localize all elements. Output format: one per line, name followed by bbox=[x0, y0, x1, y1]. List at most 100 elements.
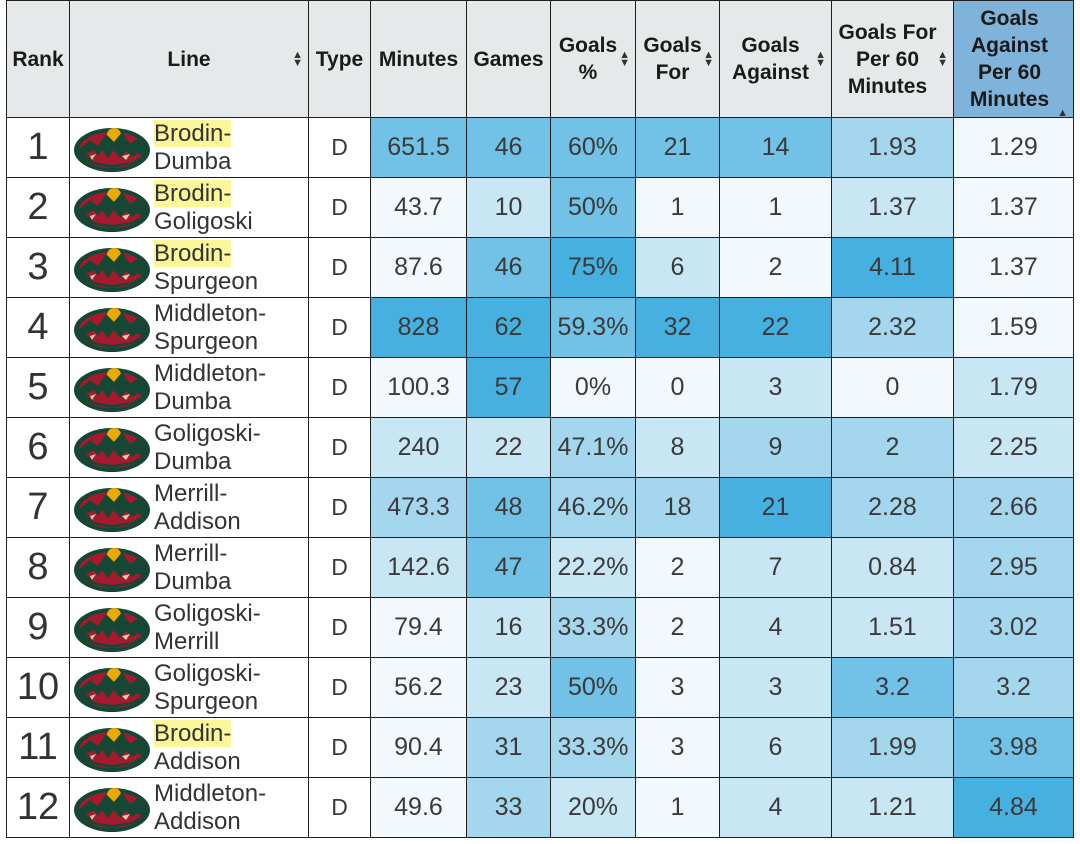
type-cell: D bbox=[308, 477, 371, 538]
table-row[interactable]: 10 Goligoski- Spurgeon D 56.2 23 50% 3 3 3.2 3.2 bbox=[6, 657, 1074, 718]
player-1-name: Goligoski- bbox=[154, 419, 261, 447]
player-1-name: Brodin- bbox=[154, 239, 232, 267]
sort-both-icon[interactable]: ▲ ▼ bbox=[937, 49, 948, 69]
player-1-name: Merrill- bbox=[154, 479, 228, 507]
player-1-name: Brodin- bbox=[154, 119, 232, 147]
sort-both-icon[interactable]: ▲ ▼ bbox=[619, 49, 630, 69]
line-cell: Brodin- Spurgeon bbox=[69, 237, 309, 298]
line-cell: Merrill- Dumba bbox=[69, 537, 309, 598]
goals-against-cell: 3 bbox=[719, 657, 832, 718]
games-cell: 16 bbox=[466, 597, 551, 658]
header-goals-pct[interactable]: Goals % ▲ ▼ bbox=[550, 0, 636, 118]
goals-pct-cell: 47.1% bbox=[550, 417, 636, 478]
table-row[interactable]: 8 Merrill- Dumba D 142.6 47 22.2% 2 7 0.84 2.95 bbox=[6, 537, 1074, 598]
goals-against-cell: 7 bbox=[719, 537, 832, 598]
minutes-cell: 828 bbox=[370, 297, 467, 358]
player-2-name: Dumba bbox=[154, 387, 232, 415]
goals-against-cell: 22 bbox=[719, 297, 832, 358]
rank-cell: 10 bbox=[6, 657, 70, 718]
table-row[interactable]: 3 Brodin- Spurgeon D 87.6 46 75% 6 2 4.11 1.37 bbox=[6, 237, 1074, 298]
player-2-name: Spurgeon bbox=[154, 267, 259, 295]
gf60-cell: 1.93 bbox=[831, 117, 954, 178]
gf60-cell: 1.21 bbox=[831, 777, 954, 838]
goals-for-cell: 21 bbox=[635, 117, 720, 178]
goals-against-cell: 21 bbox=[719, 477, 832, 538]
table-row[interactable]: 6 Goligoski- Dumba D 240 22 47.1% 8 9 2 2.25 bbox=[6, 417, 1074, 478]
player-2-name: Dumba bbox=[154, 147, 232, 175]
minutes-cell: 100.3 bbox=[370, 357, 467, 418]
ga60-cell: 1.59 bbox=[953, 297, 1074, 358]
header-games[interactable]: Games bbox=[466, 0, 551, 118]
type-cell: D bbox=[308, 417, 371, 478]
gf60-cell: 0.84 bbox=[831, 537, 954, 598]
type-cell: D bbox=[308, 117, 371, 178]
player-1-name: Goligoski- bbox=[154, 659, 261, 687]
player-2-name: Dumba bbox=[154, 447, 232, 475]
line-cell: Goligoski- Spurgeon bbox=[69, 657, 309, 718]
wild-logo-icon bbox=[72, 420, 152, 476]
wild-logo-icon bbox=[72, 660, 152, 716]
wild-logo-icon bbox=[72, 300, 152, 356]
header-rank[interactable]: Rank bbox=[6, 0, 70, 118]
header-gf60[interactable]: Goals For Per 60 Minutes ▲ ▼ bbox=[831, 0, 954, 118]
sort-ascending-icon[interactable]: ▲ bbox=[1057, 107, 1068, 118]
gf60-cell: 1.37 bbox=[831, 177, 954, 238]
rank-cell: 11 bbox=[6, 717, 70, 778]
table-row[interactable]: 11 Brodin- Addison D 90.4 31 33.3% 3 6 1.99 3.98 bbox=[6, 717, 1074, 778]
type-cell: D bbox=[308, 177, 371, 238]
rank-cell: 9 bbox=[6, 597, 70, 658]
gf60-cell: 2.32 bbox=[831, 297, 954, 358]
line-cell: Brodin- Addison bbox=[69, 717, 309, 778]
player-2-name: Addison bbox=[154, 507, 241, 535]
table-row[interactable]: 9 Goligoski- Merrill D 79.4 16 33.3% 2 4 1.51 3.0… bbox=[6, 597, 1074, 658]
table-row[interactable]: 5 Middleton- Dumba D 100.3 57 0% 0 3 0 1.79 bbox=[6, 357, 1074, 418]
rank-cell: 8 bbox=[6, 537, 70, 598]
ga60-cell: 2.25 bbox=[953, 417, 1074, 478]
goals-for-cell: 3 bbox=[635, 717, 720, 778]
games-cell: 47 bbox=[466, 537, 551, 598]
line-cell: Merrill- Addison bbox=[69, 477, 309, 538]
sort-both-icon[interactable]: ▲ ▼ bbox=[292, 49, 303, 69]
minutes-cell: 79.4 bbox=[370, 597, 467, 658]
header-line[interactable]: Line ▲ ▼ bbox=[69, 0, 309, 118]
type-cell: D bbox=[308, 537, 371, 598]
header-row: Rank Line ▲ ▼ Type Minutes Games Goals % ▲ ▼… bbox=[6, 0, 1074, 118]
rank-cell: 3 bbox=[6, 237, 70, 298]
table-row[interactable]: 1 Brodin- Dumba D 651.5 46 60% 21 14 1.93 1.29 bbox=[6, 117, 1074, 178]
table-row[interactable]: 12 Middleton- Addison D 49.6 33 20% 1 4 1.21 4.84 bbox=[6, 777, 1074, 838]
goals-pct-cell: 75% bbox=[550, 237, 636, 298]
goals-pct-cell: 33.3% bbox=[550, 597, 636, 658]
goals-pct-cell: 0% bbox=[550, 357, 636, 418]
goals-against-cell: 14 bbox=[719, 117, 832, 178]
line-cell: Middleton- Addison bbox=[69, 777, 309, 838]
minutes-cell: 87.6 bbox=[370, 237, 467, 298]
header-type[interactable]: Type bbox=[308, 0, 371, 118]
gf60-cell: 1.51 bbox=[831, 597, 954, 658]
line-cell: Brodin- Goligoski bbox=[69, 177, 309, 238]
player-1-name: Middleton- bbox=[154, 359, 267, 387]
gf60-cell: 0 bbox=[831, 357, 954, 418]
wild-logo-icon bbox=[72, 720, 152, 776]
header-ga60[interactable]: Goals Against Per 60 Minutes ▲ bbox=[953, 0, 1074, 118]
ga60-cell: 1.79 bbox=[953, 357, 1074, 418]
player-2-name: Addison bbox=[154, 807, 241, 835]
games-cell: 57 bbox=[466, 357, 551, 418]
player-2-name: Goligoski bbox=[154, 207, 253, 235]
sort-both-icon[interactable]: ▲ ▼ bbox=[703, 49, 714, 69]
header-minutes[interactable]: Minutes bbox=[370, 0, 467, 118]
goals-for-cell: 2 bbox=[635, 597, 720, 658]
minutes-cell: 90.4 bbox=[370, 717, 467, 778]
table-row[interactable]: 7 Merrill- Addison D 473.3 48 46.2% 18 21 2.28 2.… bbox=[6, 477, 1074, 538]
player-1-name: Brodin- bbox=[154, 719, 232, 747]
type-cell: D bbox=[308, 657, 371, 718]
type-cell: D bbox=[308, 717, 371, 778]
goals-for-cell: 1 bbox=[635, 777, 720, 838]
sort-both-icon[interactable]: ▲ ▼ bbox=[815, 49, 826, 69]
rank-cell: 7 bbox=[6, 477, 70, 538]
table-row[interactable]: 4 Middleton- Spurgeon D 828 62 59.3% 32 22 2.32 1… bbox=[6, 297, 1074, 358]
header-goals-for[interactable]: Goals For ▲ ▼ bbox=[635, 0, 720, 118]
header-goals-against[interactable]: Goals Against ▲ ▼ bbox=[719, 0, 832, 118]
table-row[interactable]: 2 Brodin- Goligoski D 43.7 10 50% 1 1 1.37 1.37 bbox=[6, 177, 1074, 238]
rank-cell: 12 bbox=[6, 777, 70, 838]
ga60-cell: 1.37 bbox=[953, 237, 1074, 298]
